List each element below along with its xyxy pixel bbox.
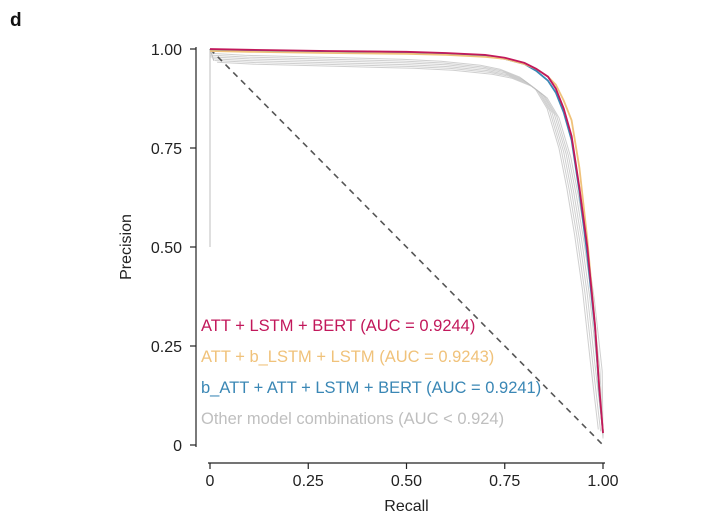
legend-entry-3: Other model combinations (AUC < 0.924) (201, 410, 504, 428)
series-curve-0 (209, 48, 604, 434)
highlighted-curves (209, 48, 604, 434)
other-model-curve (209, 56, 604, 434)
x-tick-label: 0 (206, 473, 215, 490)
y-axis-label: Precision (118, 214, 135, 280)
panel-label: d (10, 10, 22, 31)
y-tick-label: 0.75 (151, 141, 182, 158)
x-tick-label: 0.50 (391, 473, 422, 490)
y-tick-label: 0.25 (151, 339, 182, 356)
y-tick-label: 0 (173, 438, 182, 455)
legend-entry-0: ATT + LSTM + BERT (AUC = 0.9244) (201, 317, 475, 335)
y-tick-label: 0.50 (151, 240, 182, 257)
legend: ATT + LSTM + BERT (AUC = 0.9244) ATT + b_… (201, 317, 541, 428)
series-curve-1 (209, 50, 604, 434)
other-model-curve (209, 52, 599, 430)
y-tick-label: 1.00 (151, 42, 182, 59)
legend-entry-2: b_ATT + ATT + LSTM + BERT (AUC = 0.9241) (201, 379, 541, 397)
x-tick-label: 1.00 (587, 473, 618, 490)
diagonal-reference (209, 48, 604, 446)
legend-entry-1: ATT + b_LSTM + LSTM (AUC = 0.9243) (201, 348, 494, 366)
x-tick-label: 0.25 (293, 473, 324, 490)
diagonal-line (209, 48, 604, 446)
x-axis-label: Recall (384, 498, 428, 515)
axes: 0 0.25 0.50 0.75 1.00 0 0.25 0.50 0.75 1.00 Recall… (118, 42, 619, 515)
x-tick-label: 0.75 (489, 473, 520, 490)
other-model-curve (209, 54, 602, 432)
other-curve-spike (209, 48, 215, 247)
